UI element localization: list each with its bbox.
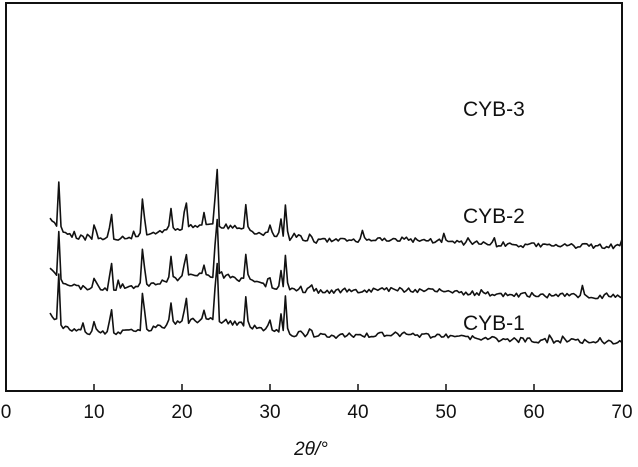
series-traces [49,168,623,345]
x-tick-label-60: 60 [523,402,544,423]
series-line-cyb-2 [49,218,623,300]
x-tick-label-50: 50 [435,402,456,423]
series-label-cyb-2: CYB-2 [463,205,525,228]
plot-frame [5,2,623,392]
series-label-cyb-1: CYB-1 [463,312,525,335]
x-tick-label-10: 10 [83,402,104,423]
x-axis-label: 2θ/° [293,439,328,460]
x-tick-label-0: 0 [1,402,12,423]
series-label-cyb-3: CYB-3 [463,98,525,121]
x-tick-label-20: 20 [171,402,192,423]
x-tick-label-40: 40 [347,402,368,423]
series-line-cyb-1 [49,262,623,345]
x-tick-label-70: 70 [611,402,632,423]
series-labels: CYB-3 CYB-2 CYB-1 [463,98,525,335]
x-axis-ticks: 0 10 20 30 40 50 60 70 [1,384,633,423]
series-line-cyb-3 [49,168,623,250]
x-tick-label-30: 30 [259,402,280,423]
